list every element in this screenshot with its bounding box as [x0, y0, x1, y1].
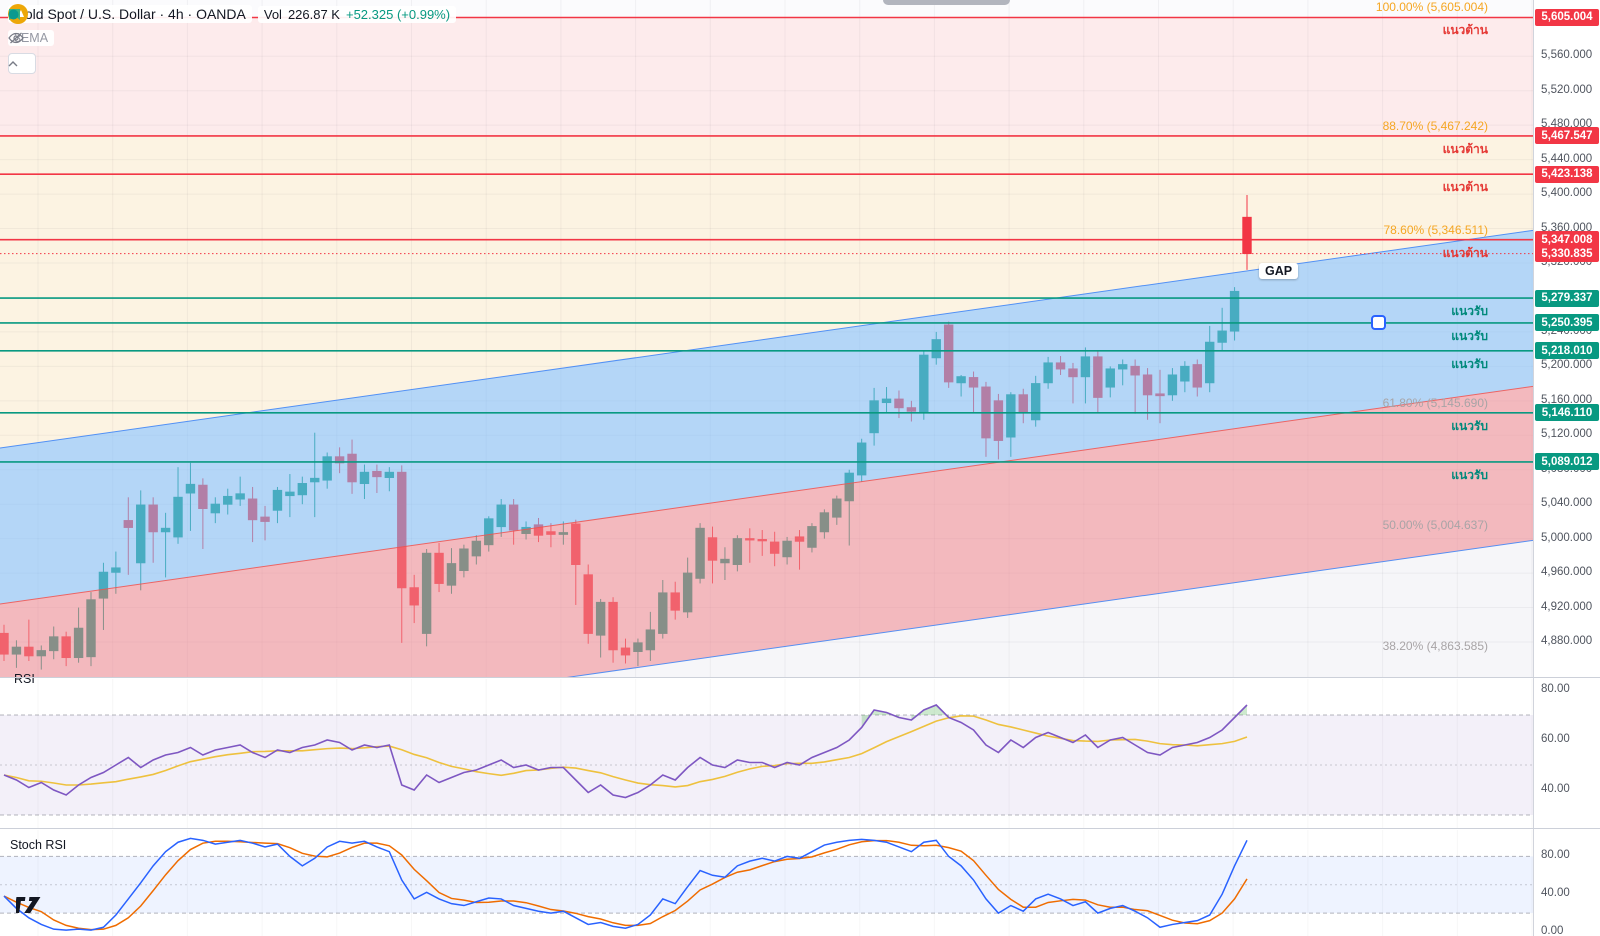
gap-annotation: GAP [1259, 263, 1299, 279]
symbol-legend[interactable]: Gold Spot / U.S. Dollar · 4h · OANDA [8, 5, 252, 23]
price-axis[interactable]: 5,560.000 5,520.000 5,480.000 5,440.000 5,40… [1533, 0, 1600, 936]
volume-legend[interactable]: Vol 226.87 K +52.325 (+0.99%) [8, 5, 457, 23]
volume-label: Vol [263, 6, 282, 22]
price-badge-resistance: 5,605.004 [1535, 8, 1599, 26]
main-chart-pane[interactable] [0, 0, 1533, 677]
rsi-tick: 80.00 [1541, 683, 1570, 695]
price-badge-support: 5,089.012 [1535, 453, 1599, 471]
price-tick: 4,920.000 [1541, 600, 1593, 613]
price-tick: 4,880.000 [1541, 635, 1593, 648]
indicator-dot-icon [8, 9, 19, 19]
ema-indicator-legend[interactable]: 3EMA [8, 30, 55, 46]
rsi-pane-title[interactable]: RSI [14, 672, 35, 686]
drawing-anchor-handle[interactable] [1371, 315, 1386, 330]
price-tick: 5,200.000 [1541, 359, 1593, 372]
price-tick: 5,560.000 [1541, 49, 1593, 62]
price-tick: 5,360.000 [1541, 221, 1593, 234]
ema-indicator-label: 3EMA [14, 31, 49, 45]
volume-value: 226.87 K [287, 6, 340, 22]
price-badge-support: 5,218.010 [1535, 342, 1599, 360]
collapse-legend-button[interactable] [8, 53, 36, 74]
price-change: +52.325 (+0.99%) [345, 6, 451, 22]
stoch-tick: 80.00 [1541, 849, 1570, 862]
price-badge-support: 5,146.110 [1535, 404, 1599, 422]
price-tick: 5,480.000 [1541, 118, 1593, 131]
price-tick: 5,040.000 [1541, 497, 1593, 510]
price-tick: 5,520.000 [1541, 83, 1593, 96]
pane-separator[interactable] [0, 828, 1600, 829]
chevron-up-icon [8, 60, 18, 66]
price-badge-resistance: 5,423.138 [1535, 165, 1599, 183]
price-tick: 5,120.000 [1541, 428, 1593, 441]
price-tick: 4,960.000 [1541, 566, 1593, 579]
eye-off-icon[interactable] [8, 32, 24, 44]
price-tick: 5,440.000 [1541, 152, 1593, 165]
stoch-rsi-pane[interactable] [0, 830, 1533, 936]
price-badge-resistance: 5,347.008 [1535, 231, 1599, 249]
pane-separator[interactable] [0, 677, 1600, 678]
stoch-rsi-pane-title[interactable]: Stoch RSI [10, 838, 67, 852]
symbol-title[interactable]: Gold Spot / U.S. Dollar · 4h · OANDA [14, 6, 246, 22]
price-tick: 5,000.000 [1541, 531, 1593, 544]
price-badge-price: 5,330.835 [1535, 245, 1599, 263]
rsi-tick: 40.00 [1541, 783, 1570, 795]
top-toolbar-remnant [883, 0, 1010, 5]
price-tick: 5,160.000 [1541, 393, 1593, 406]
price-badge-support: 5,279.337 [1535, 289, 1599, 307]
stoch-tick: 0.00 [1541, 925, 1564, 936]
tradingview-logo[interactable] [16, 893, 50, 915]
stoch-tick: 40.00 [1541, 887, 1570, 900]
price-badge-support: 5,250.395 [1535, 314, 1599, 332]
price-badge-resistance: 5,467.547 [1535, 127, 1599, 145]
price-tick: 5,400.000 [1541, 187, 1593, 200]
rsi-tick: 60.00 [1541, 733, 1570, 745]
rsi-pane[interactable] [0, 679, 1533, 828]
